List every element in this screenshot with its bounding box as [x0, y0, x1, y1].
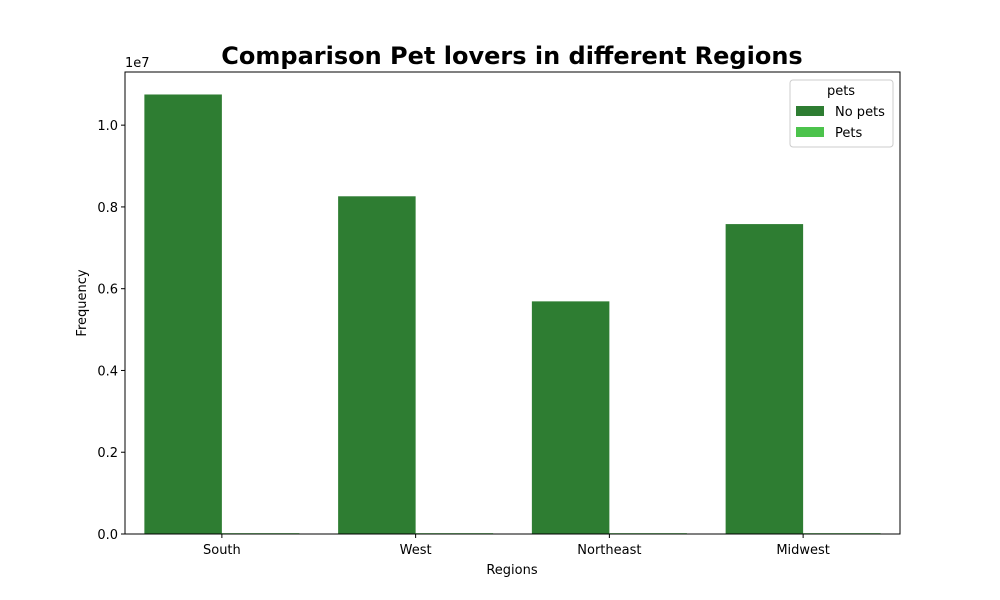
x-axis-label: Regions [486, 563, 538, 578]
legend: pets No pets Pets [789, 79, 894, 148]
bar-no-pets-south [144, 94, 222, 534]
y-tick-label: 0.2 [97, 446, 118, 461]
x-tick-label: Northeast [577, 543, 641, 558]
x-axis: South West Northeast Midwest [203, 534, 830, 558]
bar-no-pets-west [338, 196, 416, 534]
x-tick-label: West [400, 543, 432, 558]
plot-frame [124, 71, 901, 535]
x-tick-label: South [203, 543, 241, 558]
bar-no-pets-midwest [725, 224, 804, 534]
bar-no-pets-northeast [531, 301, 610, 534]
y-axis: 0.0 0.2 0.4 0.6 0.8 1.0 [97, 119, 125, 543]
legend-entry-label: No pets [835, 105, 885, 120]
y-tick-label: 1.0 [97, 119, 118, 134]
plot-area [144, 94, 881, 534]
y-axis-offset-label: 1e7 [125, 56, 150, 71]
legend-title: pets [827, 84, 855, 99]
legend-entry-label: Pets [835, 126, 862, 141]
y-axis-label: Frequency [75, 269, 90, 336]
x-tick-label: Midwest [776, 543, 830, 558]
legend-swatch [796, 127, 824, 137]
y-tick-label: 0.8 [97, 201, 118, 216]
y-tick-label: 0.0 [97, 528, 118, 543]
chart-title: Comparison Pet lovers in different Regio… [221, 42, 802, 70]
y-tick-label: 0.4 [97, 364, 118, 379]
y-tick-label: 0.6 [97, 283, 118, 298]
legend-swatch [796, 106, 824, 116]
